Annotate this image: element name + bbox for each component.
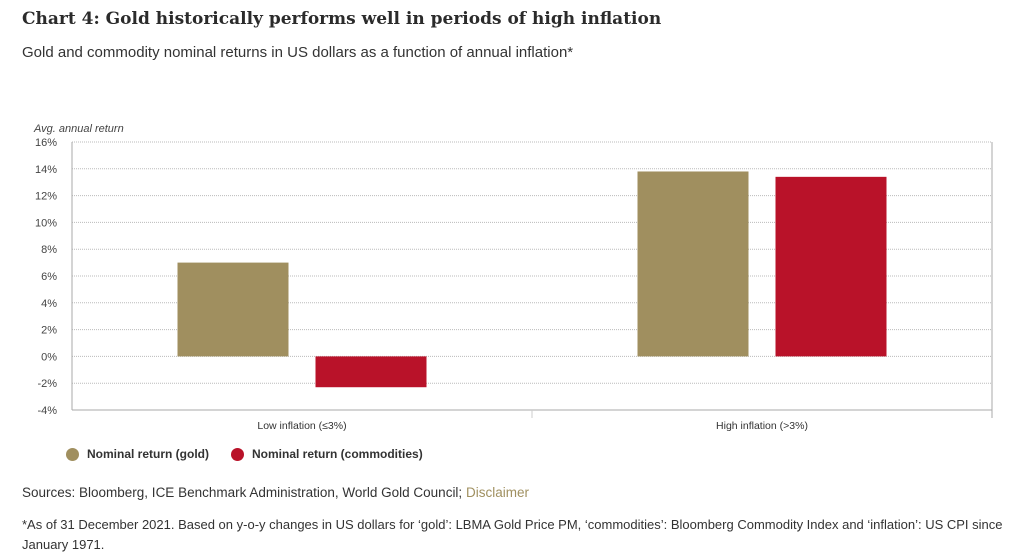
bar-chart: Avg. annual return 16% 14% 12% 10% 8% 6% 4% 2% 0%…	[33, 123, 993, 432]
legend-marker-gold	[66, 447, 79, 461]
y-tick-label: 16%	[35, 137, 57, 149]
legend-label-gold: Nominal return (gold)	[87, 447, 209, 461]
y-tick-label: 6%	[41, 271, 57, 283]
y-tick-label: 4%	[41, 298, 57, 310]
y-tick-label: 2%	[41, 325, 57, 337]
y-axis-label: Avg. annual return	[33, 123, 124, 135]
bar-gold	[177, 262, 289, 357]
y-tick-label: 14%	[35, 164, 57, 176]
bar-commodities	[315, 356, 427, 388]
legend: Nominal return (gold) Nominal return (co…	[66, 447, 423, 461]
sources-text: Sources: Bloomberg, ICE Benchmark Admini…	[22, 485, 463, 500]
y-tick-label: 0%	[41, 351, 57, 363]
bar-gold	[637, 171, 749, 357]
y-tick-label: 12%	[35, 191, 57, 203]
legend-item-commodities[interactable]: Nominal return (commodities)	[231, 447, 423, 461]
y-tick-label: -4%	[37, 405, 57, 417]
legend-label-commodities: Nominal return (commodities)	[252, 447, 423, 461]
chart-subtitle: Gold and commodity nominal returns in US…	[22, 44, 574, 61]
footnote: *As of 31 December 2021. Based on y-o-y …	[22, 517, 1003, 552]
y-tick-label: 8%	[41, 244, 57, 256]
disclaimer-link[interactable]: Disclaimer	[465, 485, 529, 500]
y-tick-label: 10%	[35, 217, 57, 229]
chart-title: Chart 4: Gold historically performs well…	[22, 9, 662, 29]
bar-commodities	[775, 176, 887, 357]
x-category-label: High inflation (>3%)	[716, 420, 808, 432]
legend-marker-commodities	[231, 447, 244, 461]
y-tick-label: -2%	[37, 378, 57, 390]
sources: Sources: Bloomberg, ICE Benchmark Admini…	[22, 485, 529, 500]
legend-item-gold[interactable]: Nominal return (gold)	[66, 447, 209, 461]
x-category-label: Low inflation (≤3%)	[257, 420, 346, 432]
